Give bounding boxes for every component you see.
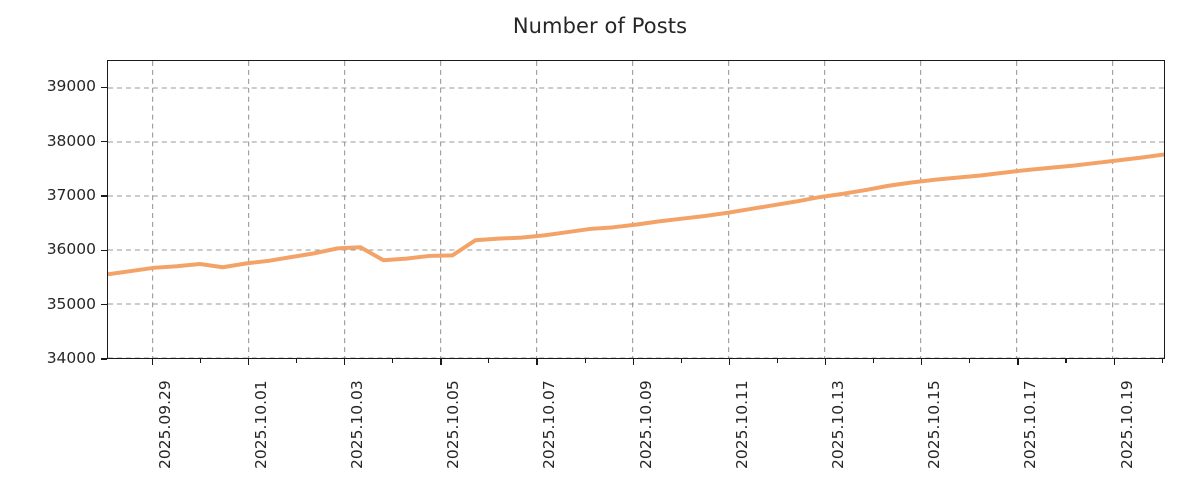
y-axis-tick-label: 34000 xyxy=(46,349,96,367)
y-axis-tick-label: 35000 xyxy=(46,294,96,313)
y-axis-tick-labels: 34000 35000 36000 37000 38000 39000 xyxy=(0,0,96,500)
x-axis-tick-label: 2025.09.29 xyxy=(155,380,174,469)
x-axis-tick-label: 2025.10.09 xyxy=(636,380,655,469)
data-series-line xyxy=(108,61,1164,358)
gridlines xyxy=(108,61,1164,358)
y-axis-tick-label: 39000 xyxy=(46,77,96,96)
x-axis-tick-label: 2025.10.15 xyxy=(925,380,944,469)
chart-title: Number of Posts xyxy=(512,14,688,38)
x-axis-tick-label: 2025.10.13 xyxy=(828,380,847,469)
x-axis-tick-label: 2025.10.19 xyxy=(1117,380,1136,469)
x-axis-tick-label: 2025.10.01 xyxy=(251,380,270,469)
y-axis-tick-label: 37000 xyxy=(46,185,96,204)
y-axis-tick-label: 38000 xyxy=(46,131,96,150)
x-axis-tick-label: 2025.10.07 xyxy=(540,380,559,469)
x-axis-tick-label: 2025.10.03 xyxy=(348,380,367,469)
x-axis-tick-label: 2025.10.11 xyxy=(732,380,751,469)
plot-area xyxy=(107,60,1165,359)
x-axis-tick-label: 2025.10.05 xyxy=(444,380,463,469)
x-axis-tick-label: 2025.10.17 xyxy=(1021,380,1040,469)
y-axis-tick-label: 36000 xyxy=(46,240,96,259)
